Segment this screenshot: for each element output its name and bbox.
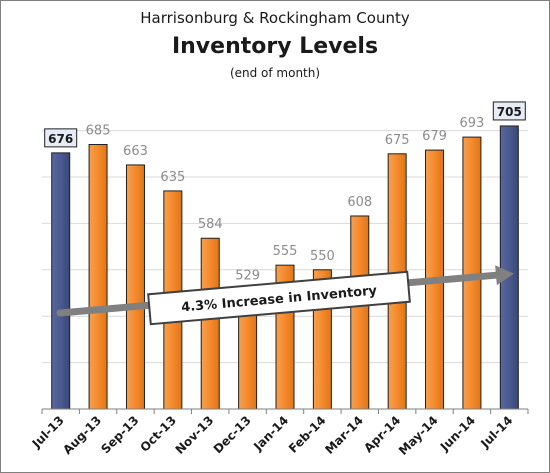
chart-supertitle: Harrisonburg & Rockingham County [140, 9, 410, 27]
value-label: 705 [497, 105, 522, 119]
bar-jun-14 [462, 136, 482, 410]
value-label: 584 [198, 217, 223, 232]
trend-arrow-head [495, 265, 514, 286]
x-tick-label: Oct-13 [137, 413, 179, 455]
x-tick-label: Aug-13 [60, 413, 104, 457]
x-tick-label: Dec-13 [211, 413, 254, 456]
value-label: 676 [48, 132, 73, 146]
value-label: 555 [273, 244, 298, 259]
value-label-box [492, 101, 526, 121]
bar-sep-13 [125, 164, 145, 410]
bar-jul-13 [51, 152, 71, 410]
value-labels: 676 685 663 635 584 529 555 550 608 675 679 693 705 [44, 101, 526, 283]
value-label: 675 [385, 133, 410, 148]
value-label: 685 [86, 124, 111, 139]
x-tick-label: May-14 [396, 413, 441, 458]
value-label: 693 [460, 116, 485, 131]
x-tick-label: Nov-13 [173, 413, 217, 457]
value-label: 550 [310, 249, 335, 264]
bar-aug-13 [88, 144, 108, 410]
x-tick-label: Sep-13 [98, 413, 141, 456]
x-tick-label: Mar-14 [322, 413, 366, 457]
value-label-box [44, 128, 78, 148]
bar-jul-14 [499, 125, 519, 410]
x-tick-label: Jun-14 [437, 413, 478, 454]
x-tick-label: Jul-14 [477, 413, 515, 451]
x-axis: Jul-13Aug-13Sep-13Oct-13Nov-13Dec-13Jan-… [29, 408, 529, 458]
value-label: 529 [235, 268, 260, 283]
bar-mar-14 [350, 215, 370, 410]
x-tick-label: Feb-14 [286, 413, 329, 456]
bars [51, 125, 519, 410]
chart-subtitle: (end of month) [229, 66, 321, 80]
value-label: 608 [347, 195, 372, 210]
chart-title: Inventory Levels [171, 34, 379, 59]
value-label: 635 [160, 170, 185, 185]
value-label: 679 [422, 129, 447, 144]
bar-nov-13 [200, 237, 220, 410]
x-tick-label: Jan-14 [250, 413, 291, 454]
value-label: 663 [123, 144, 148, 159]
